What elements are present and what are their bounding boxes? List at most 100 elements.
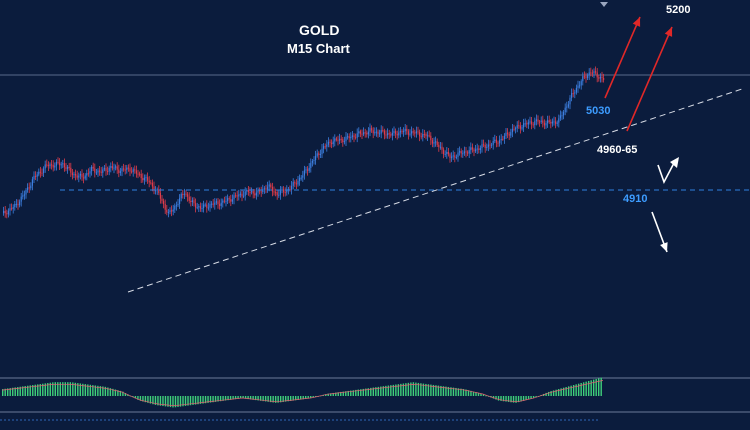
candle [369, 123, 371, 137]
histogram-bar [222, 396, 224, 401]
candle-body [267, 186, 269, 190]
candle-body [83, 177, 85, 179]
candle [567, 101, 569, 109]
candle-body [135, 170, 137, 174]
candle [337, 135, 339, 146]
histogram-bar [209, 396, 212, 403]
candle-body [124, 169, 126, 171]
histogram-bar [342, 391, 344, 396]
candle-body [307, 169, 309, 171]
histogram-bar [485, 395, 487, 397]
candle [135, 165, 137, 178]
histogram-bar [572, 385, 575, 396]
histogram-bar [422, 383, 425, 396]
candle [475, 145, 477, 154]
histogram-bar [92, 385, 94, 396]
candle-body [467, 152, 469, 154]
candle [491, 142, 493, 148]
candle [468, 146, 470, 158]
candle [358, 127, 360, 138]
candle-body [148, 180, 150, 183]
candle [27, 183, 29, 193]
candle [220, 198, 222, 210]
candle-body [191, 200, 193, 202]
candle-body [268, 184, 270, 187]
histogram-bar [452, 387, 455, 396]
candle [494, 134, 496, 144]
histogram-bar [7, 388, 9, 396]
candle [383, 128, 385, 140]
candle-body [41, 172, 43, 174]
candle [371, 125, 373, 133]
candle [145, 174, 147, 182]
candle-body [151, 182, 153, 187]
candle [279, 185, 281, 200]
candle [44, 160, 46, 173]
candle-body [278, 194, 280, 196]
candle-body [54, 165, 56, 168]
candle [596, 68, 598, 83]
histogram-bar [32, 385, 34, 396]
candle-body [375, 131, 377, 133]
candle-body [526, 123, 528, 125]
histogram-bar [257, 396, 259, 401]
candle [246, 188, 248, 195]
candle [574, 89, 576, 99]
candle [155, 186, 157, 195]
histogram-bar [357, 389, 359, 396]
histogram-bar [264, 396, 267, 402]
candle-body [204, 204, 206, 206]
histogram-bar [392, 384, 395, 396]
candle-body [521, 127, 523, 129]
histogram-bar [132, 396, 134, 398]
candle-body [35, 175, 37, 177]
candle-body [127, 167, 129, 169]
candle-body [420, 136, 422, 138]
candle [505, 127, 507, 140]
candle [236, 190, 238, 201]
histogram-bar [387, 385, 390, 396]
candle [398, 127, 400, 139]
candle-body [233, 195, 235, 200]
candle [241, 190, 243, 202]
histogram-bar [567, 386, 570, 396]
histogram-bar [332, 392, 334, 396]
histogram-bar [400, 383, 402, 396]
candle [478, 145, 480, 154]
candle [342, 137, 344, 147]
candle-body [470, 147, 472, 151]
candle [6, 209, 8, 219]
candle-body [519, 125, 521, 129]
candle [473, 147, 475, 157]
candle [380, 125, 382, 139]
candle [438, 141, 440, 152]
candle [228, 196, 230, 204]
candle-body [411, 131, 413, 134]
candle [207, 202, 209, 211]
candle-body [393, 131, 395, 134]
histogram-bar [274, 396, 277, 403]
candle [499, 135, 501, 147]
candle [323, 143, 325, 154]
histogram-bar [552, 390, 555, 396]
level-label-4910: 4910 [623, 193, 648, 205]
candle-body [215, 201, 217, 203]
histogram-bar [325, 394, 327, 396]
candle [219, 199, 221, 210]
histogram-bar [199, 396, 202, 404]
candle [244, 187, 246, 201]
candle-body [475, 149, 477, 152]
candle-body [255, 192, 257, 196]
candle [63, 158, 65, 172]
candle [295, 179, 297, 189]
candle [332, 136, 334, 148]
candle-body [153, 186, 155, 191]
chart-subtitle: M15 Chart [287, 41, 350, 56]
candles-group [3, 66, 605, 219]
candle [427, 131, 429, 141]
candle-body [143, 177, 145, 181]
candle [455, 154, 457, 160]
candle [235, 192, 237, 198]
candle [126, 164, 128, 174]
candle [591, 69, 593, 77]
